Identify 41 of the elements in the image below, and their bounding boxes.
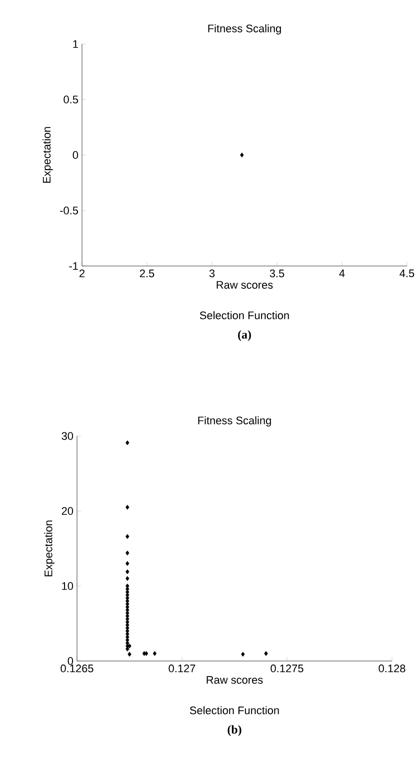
point — [126, 504, 130, 510]
x-axis-title: Raw scores — [206, 676, 263, 684]
text: Selection Function — [200, 311, 289, 320]
y-tick-label: 0.5 — [64, 96, 78, 104]
point — [126, 534, 130, 539]
x-tick-label: 0.1275 — [270, 664, 304, 672]
y-tick-label: 0 — [68, 657, 74, 665]
point — [126, 569, 130, 574]
x-axis-title: Raw scores — [216, 281, 273, 289]
x-tick-label: 2.5 — [140, 270, 154, 278]
x-tick-label: 0.127 — [168, 664, 196, 672]
point — [126, 550, 130, 556]
chart-title: Fitness Scaling — [208, 24, 281, 34]
y-tick-label: -1 — [69, 262, 78, 270]
y-tick-label: 1 — [73, 40, 78, 48]
x-tick-label: 3 — [209, 270, 215, 278]
point — [241, 652, 245, 657]
x-tick-label: 4.5 — [400, 270, 414, 278]
y-axis-title: Expectation — [42, 127, 53, 183]
y-tick-label: 30 — [62, 432, 74, 440]
y-tick-label: -0.5 — [60, 206, 78, 214]
x-tick-label: 2 — [80, 270, 84, 278]
y-tick-label: 10 — [62, 582, 74, 590]
text: (b) — [228, 725, 242, 736]
y-tick-label: 0 — [72, 151, 78, 159]
point — [126, 646, 130, 652]
x-tick-label: 4 — [339, 270, 345, 278]
chart-title: Fitness Scaling — [198, 416, 271, 426]
text: (a) — [238, 330, 251, 342]
point — [264, 651, 268, 656]
y-tick-label: 20 — [62, 507, 74, 515]
point — [126, 561, 130, 566]
point — [128, 652, 132, 657]
x-tick-label: 0.128 — [378, 664, 406, 672]
x-tick-label: 3.5 — [270, 270, 284, 278]
y-axis-title: Expectation — [44, 520, 54, 576]
point — [126, 440, 130, 446]
point — [152, 651, 157, 656]
text: Selection Function — [190, 706, 279, 714]
point — [126, 576, 130, 581]
x-tick-label: 0.1265 — [60, 664, 94, 672]
